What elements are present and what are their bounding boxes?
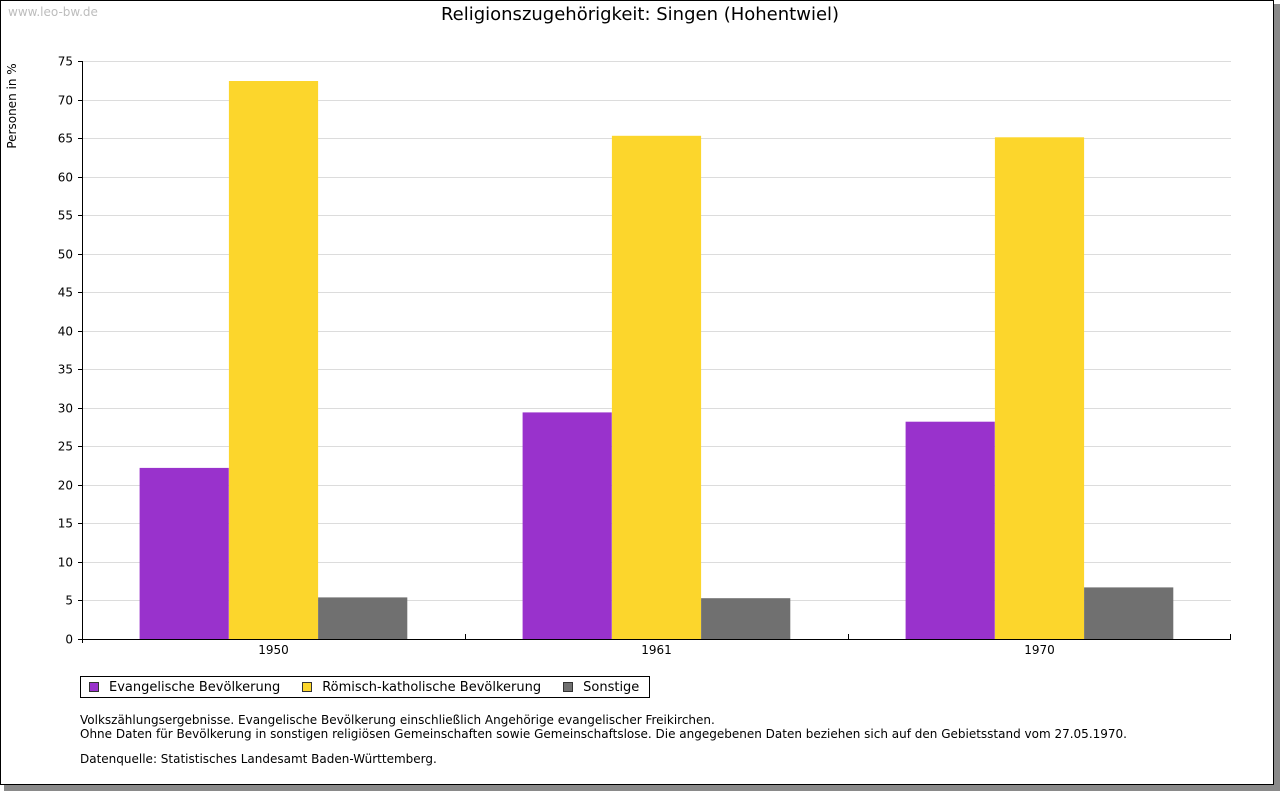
y-tick-label: 70 [58,94,73,108]
y-tick-label: 75 [58,55,73,69]
data-source: Datenquelle: Statistisches Landesamt Bad… [80,752,437,766]
footnotes: Volkszählungsergebnisse. Evangelische Be… [80,713,1127,741]
y-tick-labels: 0 5 10 15 20 25 30 35 40 45 50 55 60 65 70 75 [58,55,73,647]
frame-shadow-bottom [4,785,1280,791]
y-tick-label: 40 [58,325,73,339]
chart-title: Religionszugehörigkeit: Singen (Hohentwi… [440,4,840,25]
y-tick-label: 15 [58,517,73,531]
frame-shadow-right [1274,4,1280,791]
legend-label: Evangelische Bevölkerung [109,679,281,695]
legend-item: Sonstige [563,680,639,695]
y-tick-label: 30 [58,402,73,416]
x-tick-label: 1961 [641,643,672,657]
legend-item: Evangelische Bevölkerung [89,680,280,695]
legend-label: Römisch-katholische Bevölkerung [322,679,542,695]
bar [905,421,995,639]
y-tick-label: 45 [58,286,73,300]
legend-swatch [563,682,574,692]
axes [78,61,1231,643]
y-tick-label: 50 [58,248,73,262]
y-tick-label: 60 [58,171,73,185]
x-tick-label: 1970 [1024,643,1055,657]
bars [139,81,1174,640]
bar [611,135,702,640]
legend-swatch [89,682,99,692]
legend-label: Sonstige [583,679,640,695]
y-tick-label: 55 [58,209,73,223]
y-tick-label: 20 [58,479,73,493]
y-tick-label: 10 [58,556,73,570]
bar [228,81,319,639]
bar [139,467,229,639]
footnote-line: Ohne Daten für Bevölkerung in sonstigen … [80,727,1127,741]
bar [994,137,1085,640]
footnote-line: Volkszählungsergebnisse. Evangelische Be… [80,713,715,727]
legend-swatch [302,682,313,692]
y-tick-label: 5 [65,594,73,608]
x-tick-label: 1950 [258,643,289,657]
legend-item: Römisch-katholische Bevölkerung [302,680,541,695]
y-tick-label: 0 [65,633,73,647]
y-axis-label: Personen in % [5,63,19,148]
legend: Evangelische Bevölkerung Römisch-katholis… [80,676,651,698]
y-tick-label: 25 [58,440,73,454]
bar [701,598,791,639]
x-tick-labels: 1950 1961 1970 [258,643,1055,657]
bar [318,597,408,639]
bar [522,412,612,639]
y-tick-label: 35 [58,363,73,377]
bar [1084,587,1174,639]
y-tick-label: 65 [58,132,73,146]
watermark: www.leo-bw.de [8,5,98,19]
